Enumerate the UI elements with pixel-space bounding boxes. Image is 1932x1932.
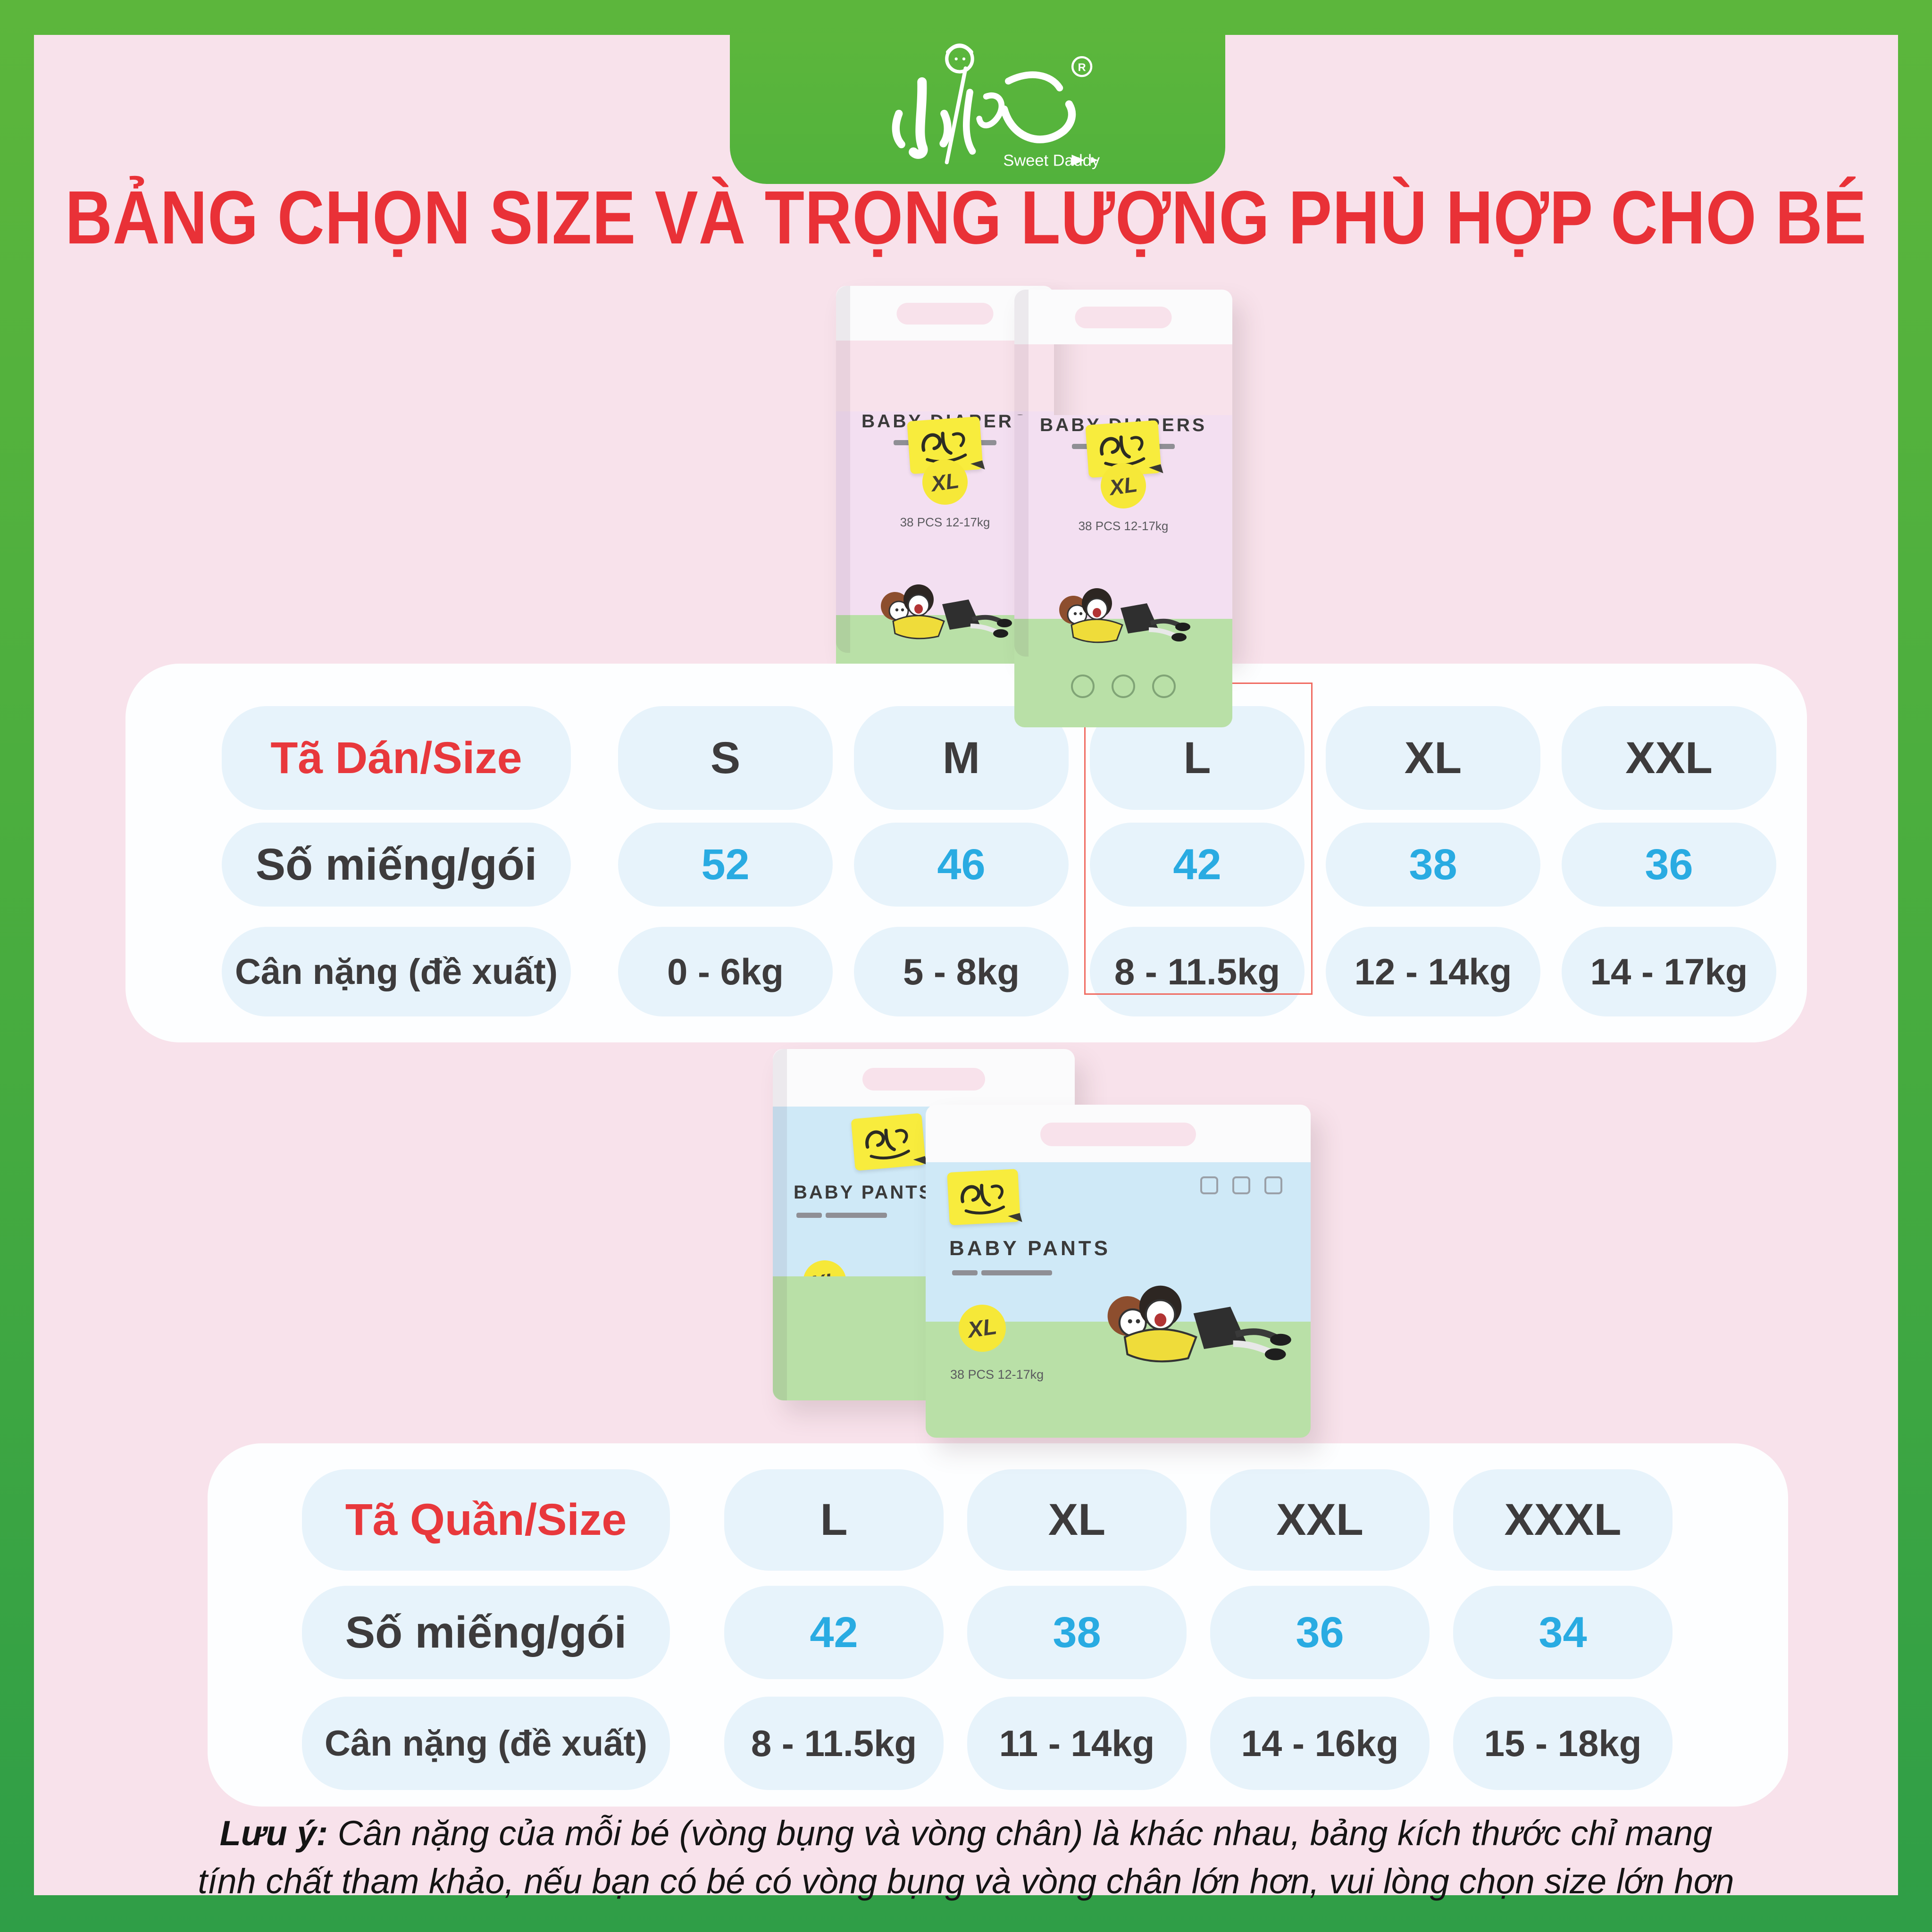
brand-logo-tab: R Sweet Daddy [730, 33, 1225, 184]
page-title: BẢNG CHỌN SIZE VÀ TRỌNG LƯỢNG PHÙ HỢP CH… [65, 175, 1867, 260]
poster-canvas: R Sweet Daddy BẢNG CHỌN SIZE VÀ TRỌNG LƯ… [34, 33, 1898, 1901]
size-cell: XXL [1210, 1469, 1430, 1571]
count-cell: 46 [854, 823, 1069, 907]
arrow-icon [1071, 154, 1085, 166]
handle-hole [896, 303, 994, 325]
pants-package-back: BABY PANTS XL 38 PCS 12-17kg [773, 1049, 1075, 1400]
count-cell: 42 [1090, 823, 1305, 907]
size-table-diapers: Tã Dán/Size S M L XL XXL Số miếng/gói 52… [125, 664, 1807, 1042]
row-label: Số miếng/gói [302, 1586, 670, 1679]
registered-trademark-icon [1071, 56, 1093, 77]
size-table-pants: Tã Quần/Size L XL XXL XXXL Số miếng/gói … [208, 1443, 1788, 1807]
size-cell: L [724, 1469, 944, 1571]
note-prefix: Lưu ý: [219, 1814, 328, 1853]
size-cell: S [618, 706, 833, 810]
count-cell: 36 [1210, 1586, 1430, 1679]
weight-cell: 14 - 17kg [1562, 927, 1776, 1016]
size-cell: XXL [1562, 706, 1776, 810]
package-green-band [1014, 619, 1232, 727]
size-cell: XL [967, 1469, 1187, 1571]
table-row-sizes: Tã Dán/Size S M L XL XXL [222, 706, 1798, 810]
row-label: Cân nặng (đề xuất) [222, 927, 571, 1016]
package-subtitle-bars [795, 1211, 889, 1220]
count-cell: 52 [618, 823, 833, 907]
count-cell: 34 [1453, 1586, 1673, 1679]
pants-product-image: BABY PANTS XL 38 PCS 12-17kg BABY PANTS … [728, 1049, 1322, 1478]
note-text: Lưu ý: Cân nặng của mỗi bé (vòng bụng và… [34, 1809, 1898, 1906]
certification-icons [1071, 675, 1176, 698]
package-handle [1014, 290, 1232, 344]
weight-cell: 8 - 11.5kg [724, 1697, 944, 1790]
kids-cartoon [1098, 1280, 1296, 1365]
weight-cell: 14 - 16kg [1210, 1697, 1430, 1790]
table-row-sizes: Tã Quần/Size L XL XXL XXXL [302, 1469, 1696, 1571]
package-handle [926, 1105, 1311, 1162]
row-label: Số miếng/gói [222, 823, 571, 907]
package-product-name: BABY PANTS [794, 1182, 934, 1203]
highlight-box-size-l [1084, 683, 1313, 995]
kids-cartoon [1053, 584, 1194, 645]
row-label: Cân nặng (đề xuất) [302, 1697, 670, 1790]
size-cell: XXXL [1453, 1469, 1673, 1571]
package-edge [773, 1049, 787, 1400]
count-cell: 36 [1562, 823, 1776, 907]
count-cell: 42 [724, 1586, 944, 1679]
package-front-panel: BABY DIAPERS XL 38 PCS 12-17kg [1014, 415, 1232, 619]
sticker-logo [851, 1113, 928, 1171]
table-row-weight: Cân nặng (đề xuất) 8 - 11.5kg 11 - 14kg … [302, 1697, 1696, 1790]
row-label: Tã Dán/Size [222, 706, 571, 810]
package-handle [773, 1049, 1075, 1107]
package-edge [1014, 290, 1029, 657]
weight-cell: 5 - 8kg [854, 927, 1069, 1016]
handle-hole [1075, 307, 1172, 328]
brand-name-en: Sweet Daddy [1003, 151, 1100, 169]
package-count-line: 38 PCS 12-17kg [1078, 519, 1169, 533]
pants-package-front: BABY PANTS XL 38 PCS 12-17kg [926, 1105, 1311, 1438]
count-cell: 38 [967, 1586, 1187, 1679]
package-subtitle-bars [950, 1269, 1054, 1277]
package-product-name: BABY PANTS [949, 1237, 1111, 1260]
arrow-small-icon [1091, 157, 1098, 163]
diapers-product-image: BABY DIAPERS XL 38 PCS 12-17kg BABY DIAP… [836, 282, 1275, 727]
weight-cell: 11 - 14kg [967, 1697, 1187, 1790]
package-count-line: 38 PCS 12-17kg [900, 515, 990, 529]
weight-cell: 0 - 6kg [618, 927, 833, 1016]
table-row-count: Số miếng/gói 52 46 42 38 36 [222, 823, 1798, 907]
feature-icons [1200, 1176, 1282, 1194]
note-line-2: tính chất tham khảo, nếu bạn có bé có vò… [198, 1862, 1734, 1901]
handle-hole [1040, 1123, 1196, 1146]
row-label: Tã Quần/Size [302, 1469, 670, 1571]
sticker-logo [947, 1169, 1022, 1225]
size-cell: XL [1326, 706, 1540, 810]
weight-cell: 15 - 18kg [1453, 1697, 1673, 1790]
note-line-1: Lưu ý: Cân nặng của mỗi bé (vòng bụng và… [219, 1814, 1713, 1853]
sweet-daddy-logo-icon: R Sweet Daddy [892, 43, 1100, 169]
svg-text:R: R [1078, 61, 1086, 73]
table-row-count: Số miếng/gói 42 38 36 34 [302, 1586, 1696, 1679]
package-edge [836, 286, 850, 653]
handle-hole [862, 1068, 985, 1091]
weight-cell: 8 - 11.5kg [1090, 927, 1305, 1016]
kids-cartoon [874, 580, 1016, 641]
diapers-package-front: BABY DIAPERS XL 38 PCS 12-17kg [1014, 290, 1232, 727]
weight-cell: 12 - 14kg [1326, 927, 1540, 1016]
count-cell: 38 [1326, 823, 1540, 907]
package-front-panel: BABY PANTS XL 38 PCS 12-17kg [926, 1162, 1311, 1382]
package-count-line: 38 PCS 12-17kg [950, 1367, 1044, 1382]
table-row-weight: Cân nặng (đề xuất) 0 - 6kg 5 - 8kg 8 - 1… [222, 927, 1798, 1016]
